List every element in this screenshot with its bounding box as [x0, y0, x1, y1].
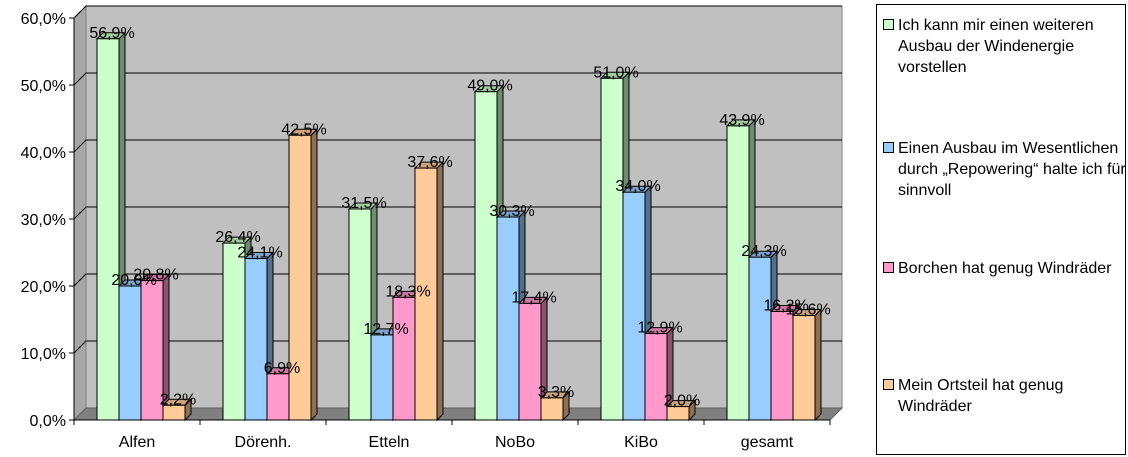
bar-front: [222, 242, 246, 421]
data-labels: 56,9% 20,0%20,8% 2,2% 26,4%24,1% 6,9% 42,5% 31…: [89, 25, 830, 410]
bar-front: [496, 216, 520, 421]
data-label: 24,3%: [741, 243, 786, 260]
data-label: 56,9%: [89, 25, 134, 42]
bar-side: [436, 160, 444, 422]
y-tick-label: 30,0%: [21, 212, 66, 229]
bar-series-1-Alfen: [95, 31, 127, 422]
data-label: 34,0%: [615, 178, 660, 195]
bar-front: [726, 125, 750, 421]
x-tick-label: Etteln: [369, 434, 410, 451]
data-label: 51,0%: [593, 64, 638, 81]
bar-front: [770, 310, 794, 421]
bar-front: [666, 406, 690, 421]
legend-label-series-4: Mein Ortsteil hat genug Windräder: [898, 377, 1064, 415]
y-tick-label: 50,0%: [21, 78, 66, 95]
legend-item-series-4: Mein Ortsteil hat genug Windräder: [883, 375, 1128, 417]
bar-front: [622, 191, 646, 421]
data-label: 49,0%: [467, 78, 512, 95]
legend-swatch-series-2: [883, 142, 894, 153]
bar-front: [600, 77, 624, 421]
data-label: 12,9%: [637, 320, 682, 337]
data-label: 16,2%: [763, 297, 808, 314]
bar-series-3-Alfen: [139, 273, 171, 422]
x-tick-label: Dörenh.: [235, 434, 292, 451]
bar-front: [244, 258, 268, 421]
x-tick-label: NoBo: [495, 434, 535, 451]
data-label: 24,1%: [237, 245, 282, 262]
gridline: [73, 139, 842, 153]
data-label: 3,3%: [538, 384, 574, 401]
legend-label-series-2: Einen Ausbau im Wesentlichen durch „Repo…: [898, 140, 1126, 199]
gridline: [73, 206, 842, 220]
bar-series-4-Etteln: [413, 160, 445, 422]
gridline: [73, 72, 842, 86]
bar-series-3-NoBo: [517, 296, 549, 422]
bar-front: [518, 302, 542, 421]
data-label: 43,9%: [719, 112, 764, 129]
data-label: 42,5%: [281, 121, 326, 138]
bar-front: [96, 38, 120, 421]
bar-front: [414, 167, 438, 421]
bar-chart: 0,0% 10,0% 20,0% 30,0% 40,0% 50,0% 60,0% Alfen…: [21, 4, 844, 451]
gridline: [73, 5, 842, 19]
bar-series-4-KiBo: [665, 399, 697, 422]
chart-plot-area: [72, 4, 844, 422]
data-label: 2,0%: [664, 393, 700, 410]
bar-front: [348, 208, 372, 421]
bar-front: [474, 91, 498, 421]
y-axis: 0,0% 10,0% 20,0% 30,0% 40,0% 50,0% 60,0%: [21, 11, 75, 430]
bar-front: [540, 397, 564, 421]
y-tick-label: 10,0%: [21, 346, 66, 363]
bar-front: [644, 333, 668, 421]
legend: Ich kann mir einen weiteren Ausbau der W…: [876, 4, 1126, 455]
x-axis: Alfen Dörenh. Etteln NoBo KiBo gesamt: [73, 419, 831, 451]
data-label: 37,6%: [407, 154, 452, 171]
data-label: 18,3%: [385, 283, 430, 300]
data-label: 31,5%: [341, 195, 386, 212]
y-tick-label: 0,0%: [30, 413, 66, 430]
y-tick-label: 60,0%: [21, 11, 66, 28]
x-tick-label: Alfen: [119, 434, 155, 451]
data-label: 12,7%: [363, 321, 408, 338]
y-tick-label: 40,0%: [21, 145, 66, 162]
bar-front: [288, 134, 312, 421]
bar-front: [392, 296, 416, 421]
bar-front: [140, 280, 164, 421]
bar-front: [370, 334, 394, 421]
bar-side: [310, 128, 318, 422]
bar-front: [162, 404, 186, 421]
y-tick-label: 20,0%: [21, 279, 66, 296]
data-label: 15,6%: [785, 301, 830, 318]
bar-side: [814, 308, 822, 422]
legend-item-series-1: Ich kann mir einen weiteren Ausbau der W…: [883, 15, 1128, 78]
bar-series-4-Dörenh.: [287, 128, 319, 422]
legend-swatch-series-1: [883, 19, 894, 30]
data-label: 6,9%: [264, 360, 300, 377]
legend-label-series-3: Borchen hat genug Windräder: [898, 260, 1112, 277]
gridline: [73, 273, 842, 287]
data-label: 20,0%: [111, 272, 156, 289]
bar-series-4-Alfen: [161, 398, 193, 422]
x-tick-label: KiBo: [624, 434, 658, 451]
bar-front: [118, 285, 142, 421]
bar-series-4-NoBo: [539, 390, 571, 422]
data-label: 30,3%: [489, 203, 534, 220]
data-label: 2,2%: [160, 391, 196, 408]
data-label: 20,8%: [133, 267, 178, 284]
data-label: 26,4%: [215, 229, 260, 246]
legend-swatch-series-3: [883, 262, 894, 273]
gridline: [73, 340, 842, 354]
bar-series-group: [95, 31, 823, 422]
legend-item-series-3: Borchen hat genug Windräder: [883, 258, 1128, 279]
bar-series-4-gesamt: [791, 308, 823, 422]
legend-swatch-series-4: [883, 379, 894, 390]
bar-front: [748, 256, 772, 421]
legend-label-series-1: Ich kann mir einen weiteren Ausbau der W…: [898, 17, 1094, 76]
x-tick-label: gesamt: [741, 434, 794, 451]
bar-front: [792, 314, 816, 421]
data-label: 17,4%: [511, 289, 556, 306]
bar-front: [266, 373, 290, 421]
legend-item-series-2: Einen Ausbau im Wesentlichen durch „Repo…: [883, 138, 1128, 201]
